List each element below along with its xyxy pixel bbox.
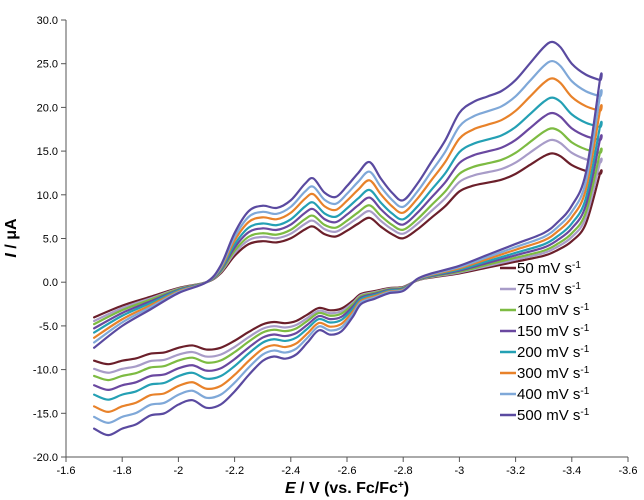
y-tick-label: -20.0 — [33, 452, 58, 464]
cv-series-400 — [93, 59, 603, 425]
legend-label: 500 mV s-1 — [517, 407, 590, 425]
y-tick-label: 20.0 — [37, 102, 58, 114]
x-tick-label: -2.4 — [281, 465, 300, 477]
axes: -1.6 -1.8 -2 -2.2 -2.4 -2.6 -2.8 -3 -3.2 -3.4 -3.6… — [33, 15, 638, 477]
x-tick-label: -2 — [174, 465, 184, 477]
x-tick-label: -2.6 — [338, 465, 357, 477]
legend-label: 400 mV s-1 — [517, 386, 590, 404]
cv-series-50 — [93, 152, 603, 366]
y-tick-label: -5.0 — [39, 321, 58, 333]
y-tick-label: -15.0 — [33, 408, 58, 420]
y-tick-label: 25.0 — [37, 59, 58, 71]
cv-series-200 — [93, 96, 603, 401]
x-tick-label: -1.8 — [113, 465, 132, 477]
legend-label: 200 mV s-1 — [517, 344, 590, 362]
y-tick-label: 10.0 — [37, 190, 58, 202]
x-tick-label: -2.2 — [225, 465, 244, 477]
cv-series-150 — [93, 111, 603, 391]
cv-series-100 — [93, 127, 603, 382]
x-tick-label: -3 — [455, 465, 465, 477]
y-tick-label: 15.0 — [37, 146, 58, 158]
x-ticks: -1.6 -1.8 -2 -2.2 -2.4 -2.6 -2.8 -3 -3.2 -3.4 -3.6 — [57, 457, 638, 477]
legend-label: 150 mV s-1 — [517, 323, 590, 341]
legend-label: 75 mV s-1 — [517, 281, 581, 299]
legend-label: 50 mV s-1 — [517, 260, 581, 278]
x-tick-label: -3.6 — [619, 465, 638, 477]
y-tick-label: -10.0 — [33, 365, 58, 377]
y-tick-label: 0.0 — [43, 277, 58, 289]
cv-series-75 — [93, 138, 603, 374]
y-axis-title: I / μA — [3, 218, 20, 258]
x-tick-label: -3.4 — [562, 465, 581, 477]
x-tick-label: -3.2 — [506, 465, 525, 477]
cv-series-300 — [93, 77, 603, 413]
legend-label: 100 mV s-1 — [517, 302, 590, 320]
cv-curves — [93, 40, 603, 437]
x-tick-label: -2.8 — [394, 465, 413, 477]
x-tick-label: -1.6 — [57, 465, 76, 477]
legend-label: 300 mV s-1 — [517, 365, 590, 383]
x-axis-title: E / V (vs. Fc/Fc+) — [285, 480, 409, 498]
cv-series-500 — [93, 40, 603, 437]
legend: 50 mV s-1 75 mV s-1 100 mV s-1 150 mV s-1 20… — [500, 260, 590, 425]
y-tick-label: 30.0 — [37, 15, 58, 27]
y-tick-label: 5.0 — [43, 234, 58, 246]
y-ticks: -20.0 -15.0 -10.0 -5.0 0.0 5.0 10.0 15.0 20.0 25.… — [33, 15, 66, 464]
